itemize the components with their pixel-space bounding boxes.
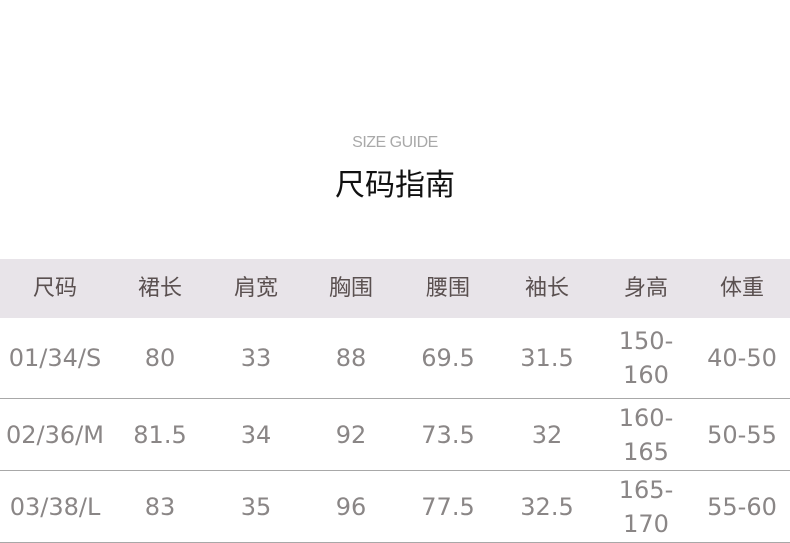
cell-value: 34 [240, 420, 272, 449]
table-header: 尺码 裙长 肩宽 胸围 腰围 袖长 身高 体重 [0, 259, 790, 318]
cell-value: 35 [240, 492, 272, 521]
table-cell: 31.5 [496, 318, 598, 398]
table-cell: 32 [496, 399, 598, 470]
cell-value: 32 [531, 420, 563, 449]
table-cell: 88 [302, 318, 400, 398]
table-cell: 150-160 [598, 318, 694, 398]
cell-value: 73.5 [421, 420, 475, 449]
column-header: 裙长 [137, 275, 182, 301]
cell-value: 150-160 [618, 327, 674, 389]
table-cell: 165-170 [598, 471, 694, 542]
cell-value: 31.5 [520, 344, 574, 372]
column-header: 腰围 [425, 275, 470, 301]
page-title: 尺码指南 [335, 168, 455, 203]
table-cell: 80 [110, 318, 210, 398]
cell-value: 69.5 [421, 344, 475, 372]
cell-value: 88 [335, 344, 367, 372]
table-cell: 81.5 [110, 399, 210, 470]
table-body: 01/34/S 80 33 88 69.5 31.5 150-160 40-50 02/36/M… [0, 318, 790, 543]
cell-value: 55-60 [707, 492, 777, 521]
table-cell: 33 [210, 318, 302, 398]
column-header: 肩宽 [233, 275, 278, 301]
table-cell: 96 [302, 471, 400, 542]
table-row: 01/34/S 80 33 88 69.5 31.5 150-160 40-50 [0, 318, 790, 399]
column-header: 尺码 [32, 275, 77, 301]
table-row: 02/36/M 81.5 34 92 73.5 32 160-165 50-55 [0, 399, 790, 471]
column-header: 胸围 [328, 275, 373, 301]
table-cell: 01/34/S [0, 318, 110, 398]
cell-value: 40-50 [707, 344, 777, 372]
table-cell: 32.5 [496, 471, 598, 542]
table-cell: 73.5 [400, 399, 496, 470]
table-cell: 92 [302, 399, 400, 470]
cell-value: 96 [335, 492, 367, 521]
cell-value: 33 [240, 344, 272, 372]
cell-value: 160-165 [618, 403, 674, 466]
cell-value: 50-55 [707, 420, 777, 449]
table-cell: 55-60 [694, 471, 790, 542]
table-row: 03/38/L 83 35 96 77.5 32.5 165-170 55-60 [0, 471, 790, 543]
size-guide-subtitle: SIZE GUIDE [352, 134, 438, 151]
table-cell: 83 [110, 471, 210, 542]
cell-value: 81.5 [133, 420, 187, 449]
table-cell: 02/36/M [0, 399, 110, 470]
cell-value: 92 [335, 420, 367, 449]
column-header: 身高 [623, 275, 668, 301]
table-cell: 40-50 [694, 318, 790, 398]
cell-value: 32.5 [520, 492, 574, 521]
cell-value: 165-170 [618, 475, 674, 538]
cell-value: 77.5 [421, 492, 475, 521]
table-cell: 69.5 [400, 318, 496, 398]
cell-value: 03/38/L [9, 492, 101, 521]
table-cell: 34 [210, 399, 302, 470]
cell-value: 83 [144, 492, 176, 521]
table-cell: 03/38/L [0, 471, 110, 542]
cell-value: 80 [144, 344, 176, 372]
table-cell: 160-165 [598, 399, 694, 470]
column-header: 袖长 [524, 275, 569, 301]
table-cell: 35 [210, 471, 302, 542]
table-cell: 50-55 [694, 399, 790, 470]
size-table: 尺码 裙长 肩宽 胸围 腰围 袖长 身高 体重 01/34/S 80 33 88 69.5 31.5 15… [0, 259, 790, 543]
table-cell: 77.5 [400, 471, 496, 542]
cell-value: 02/36/M [6, 420, 104, 449]
cell-value: 01/34/S [8, 344, 102, 372]
column-header: 体重 [719, 275, 764, 301]
